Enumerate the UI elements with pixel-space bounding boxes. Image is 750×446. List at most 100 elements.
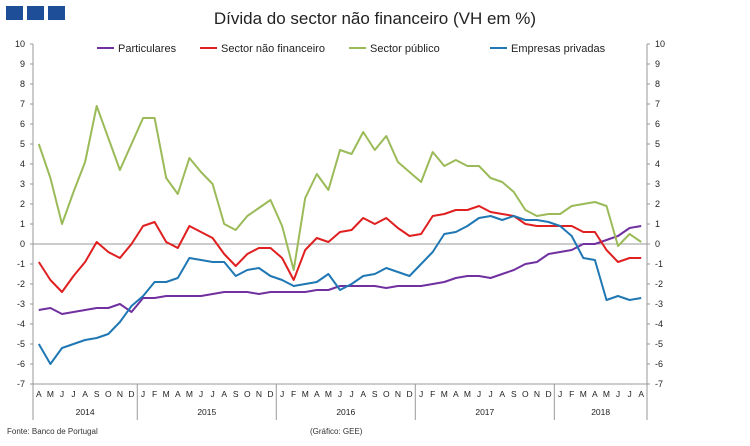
x-tick-label-month: D bbox=[406, 389, 412, 399]
x-year-label: 2016 bbox=[336, 407, 355, 417]
y-tick-label-right: 9 bbox=[655, 59, 660, 69]
x-tick-label-month: M bbox=[163, 389, 170, 399]
x-year-label: 2018 bbox=[591, 407, 610, 417]
y-tick-label-right: 3 bbox=[655, 179, 660, 189]
x-year-label: 2014 bbox=[76, 407, 95, 417]
y-tick-label-left: -1 bbox=[17, 259, 25, 269]
y-tick-label-left: -4 bbox=[17, 319, 25, 329]
y-tick-label-right: -4 bbox=[655, 319, 663, 329]
x-tick-label-month: J bbox=[488, 389, 492, 399]
y-tick-label-left: -5 bbox=[17, 339, 25, 349]
y-tick-label-right: 10 bbox=[655, 39, 665, 49]
x-tick-label-month: A bbox=[175, 389, 181, 399]
x-tick-label-month: M bbox=[302, 389, 309, 399]
x-tick-label-month: N bbox=[256, 389, 262, 399]
brand-logo-block bbox=[27, 6, 44, 20]
x-tick-label-month: J bbox=[210, 389, 214, 399]
chart-title: Dívida do sector não financeiro (VH em %… bbox=[213, 9, 537, 28]
x-tick-label-month: M bbox=[47, 389, 54, 399]
y-tick-label-right: 7 bbox=[655, 99, 660, 109]
x-tick-label-month: J bbox=[627, 389, 631, 399]
x-tick-label-month: D bbox=[128, 389, 134, 399]
brand-logo bbox=[6, 6, 65, 20]
x-tick-label-month: A bbox=[592, 389, 598, 399]
x-tick-label-month: M bbox=[603, 389, 610, 399]
y-tick-label-left: 7 bbox=[20, 99, 25, 109]
brand-logo-block bbox=[6, 6, 23, 20]
x-tick-label-month: S bbox=[372, 389, 378, 399]
x-tick-label-month: J bbox=[338, 389, 342, 399]
x-tick-label-month: F bbox=[152, 389, 157, 399]
y-tick-label-right: 5 bbox=[655, 139, 660, 149]
legend-label: Empresas privadas bbox=[511, 43, 606, 55]
x-year-label: 2017 bbox=[475, 407, 494, 417]
y-tick-label-left: 2 bbox=[20, 199, 25, 209]
x-tick-label-month: J bbox=[60, 389, 64, 399]
x-tick-label-month: J bbox=[141, 389, 145, 399]
x-tick-label-month: J bbox=[280, 389, 284, 399]
x-tick-label-month: S bbox=[94, 389, 100, 399]
y-tick-label-right: 8 bbox=[655, 79, 660, 89]
x-tick-label-month: O bbox=[105, 389, 112, 399]
x-tick-label-month: S bbox=[233, 389, 239, 399]
x-tick-label-month: D bbox=[545, 389, 551, 399]
x-tick-label-month: M bbox=[325, 389, 332, 399]
series-line-particulares bbox=[38, 225, 642, 315]
x-tick-label-month: J bbox=[419, 389, 423, 399]
y-tick-label-right: -5 bbox=[655, 339, 663, 349]
legend-label: Sector público bbox=[370, 43, 440, 55]
x-tick-label-month: A bbox=[221, 389, 227, 399]
y-tick-label-left: 9 bbox=[20, 59, 25, 69]
x-tick-label-month: J bbox=[349, 389, 353, 399]
x-year-label: 2015 bbox=[197, 407, 216, 417]
x-tick-label-month: A bbox=[36, 389, 42, 399]
chart-credit: (Gráfico: GEE) bbox=[310, 427, 363, 436]
x-tick-label-month: A bbox=[638, 389, 644, 399]
y-tick-label-left: -2 bbox=[17, 279, 25, 289]
y-tick-label-left: 1 bbox=[20, 219, 25, 229]
series-line-empresas-privadas bbox=[37, 215, 642, 365]
x-tick-label-month: O bbox=[244, 389, 251, 399]
x-tick-label-month: S bbox=[511, 389, 517, 399]
x-tick-label-month: J bbox=[558, 389, 562, 399]
series-line-sector-p-blico bbox=[37, 105, 642, 271]
series-line-sector-n-o-financeiro bbox=[37, 205, 642, 293]
x-tick-label-month: A bbox=[82, 389, 88, 399]
y-tick-label-right: 0 bbox=[655, 239, 660, 249]
x-tick-label-month: O bbox=[522, 389, 529, 399]
y-tick-label-left: 8 bbox=[20, 79, 25, 89]
y-tick-label-left: 5 bbox=[20, 139, 25, 149]
y-tick-label-right: -6 bbox=[655, 359, 663, 369]
x-tick-label-month: A bbox=[499, 389, 505, 399]
x-tick-label-month: D bbox=[267, 389, 273, 399]
y-tick-label-left: -6 bbox=[17, 359, 25, 369]
legend-label: Particulares bbox=[118, 43, 177, 55]
x-tick-label-month: A bbox=[314, 389, 320, 399]
x-tick-label-month: F bbox=[291, 389, 296, 399]
x-tick-label-month: M bbox=[186, 389, 193, 399]
y-tick-label-right: -2 bbox=[655, 279, 663, 289]
y-tick-label-right: 1 bbox=[655, 219, 660, 229]
x-tick-label-month: F bbox=[430, 389, 435, 399]
y-tick-label-left: -7 bbox=[17, 379, 25, 389]
y-tick-label-left: 0 bbox=[20, 239, 25, 249]
y-tick-label-left: 6 bbox=[20, 119, 25, 129]
y-tick-label-left: -3 bbox=[17, 299, 25, 309]
y-tick-label-right: -3 bbox=[655, 299, 663, 309]
x-tick-label-month: O bbox=[383, 389, 390, 399]
x-tick-label-month: J bbox=[71, 389, 75, 399]
y-tick-label-right: 6 bbox=[655, 119, 660, 129]
x-tick-label-month: N bbox=[117, 389, 123, 399]
y-tick-label-left: 10 bbox=[15, 39, 25, 49]
y-tick-label-left: 3 bbox=[20, 179, 25, 189]
x-tick-label-month: F bbox=[569, 389, 574, 399]
x-tick-label-month: N bbox=[534, 389, 540, 399]
y-tick-label-right: -1 bbox=[655, 259, 663, 269]
x-tick-label-month: J bbox=[199, 389, 203, 399]
y-tick-label-right: -7 bbox=[655, 379, 663, 389]
x-tick-label-month: M bbox=[580, 389, 587, 399]
brand-logo-block bbox=[48, 6, 65, 20]
legend-label: Sector não financeiro bbox=[221, 43, 325, 55]
x-tick-label-month: M bbox=[464, 389, 471, 399]
